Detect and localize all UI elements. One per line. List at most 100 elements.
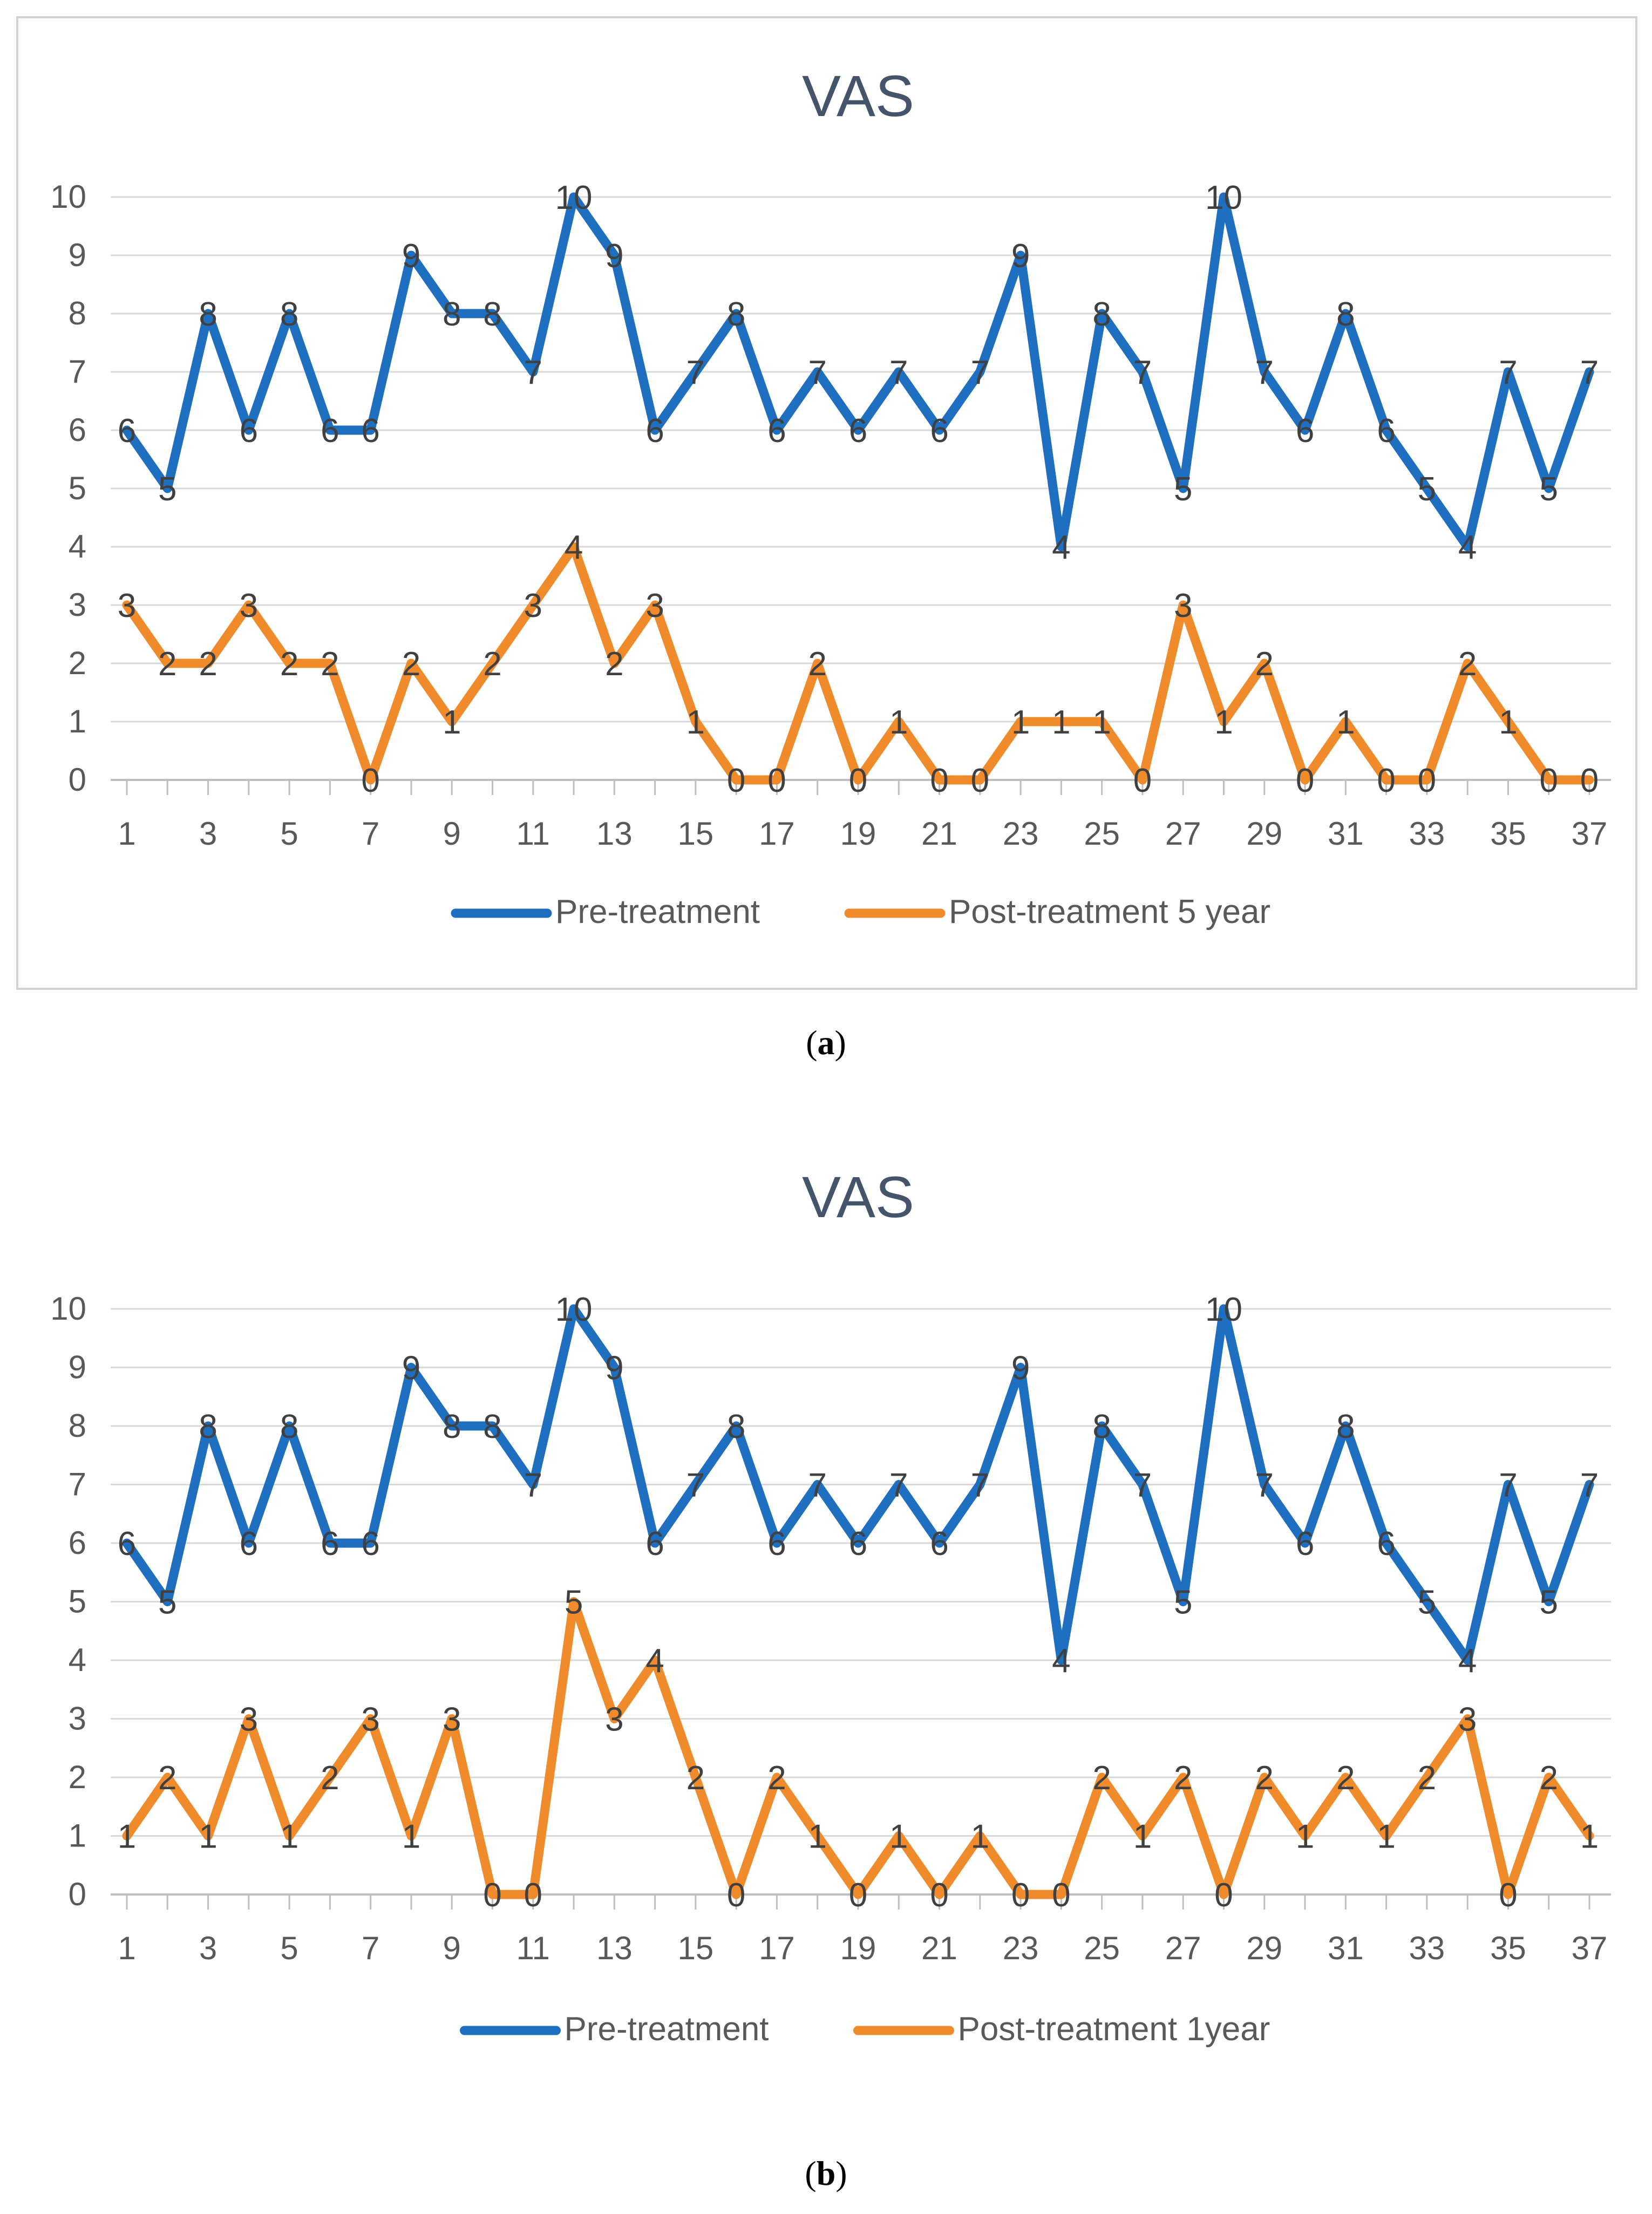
data-label: 1 [686, 704, 705, 741]
data-label: 5 [565, 1584, 583, 1621]
data-label: 6 [240, 1525, 258, 1563]
data-label: 0 [1011, 1877, 1030, 1914]
data-label: 3 [1458, 1701, 1477, 1738]
data-label: 7 [1133, 1467, 1152, 1504]
x-tick-label: 3 [199, 1930, 217, 1966]
data-label: 7 [1255, 354, 1274, 391]
y-tick-label: 5 [69, 470, 86, 506]
series-line-post-treatment [122, 1597, 1594, 1899]
x-tick-label: 27 [1165, 816, 1201, 852]
data-label: 5 [1539, 1584, 1558, 1621]
data-label: 2 [1255, 646, 1274, 683]
data-label: 8 [727, 296, 745, 333]
data-label: 5 [1418, 471, 1436, 508]
data-label: 6 [1296, 412, 1314, 450]
data-label: 3 [240, 587, 258, 624]
data-label: 7 [686, 354, 705, 391]
chart-title: VAS [802, 1164, 914, 1230]
data-label: 6 [849, 1525, 867, 1563]
x-tick-label: 31 [1328, 816, 1364, 852]
data-label: 1 [1580, 1818, 1599, 1856]
data-label: 6 [1377, 412, 1395, 450]
data-label: 6 [930, 1525, 948, 1563]
data-label: 0 [483, 1877, 501, 1914]
data-label: 0 [727, 762, 745, 799]
data-label: 8 [443, 296, 461, 333]
data-label: 2 [402, 646, 420, 683]
x-tick-label: 3 [199, 816, 217, 852]
data-label: 8 [280, 296, 298, 333]
data-label: 7 [971, 354, 989, 391]
data-label: 0 [524, 1877, 542, 1914]
data-label: 4 [565, 529, 583, 566]
data-label: 6 [645, 1525, 664, 1563]
data-label: 2 [1255, 1760, 1274, 1797]
x-tick-label: 19 [840, 1930, 876, 1966]
data-label: 7 [971, 1467, 989, 1504]
data-label: 8 [1336, 1408, 1355, 1445]
data-label: 7 [1255, 1467, 1274, 1504]
data-label: 1 [808, 1818, 826, 1856]
y-tick-label: 9 [69, 237, 86, 273]
x-tick-label: 5 [280, 816, 298, 852]
x-tick-label: 17 [759, 816, 795, 852]
data-label: 1 [280, 1818, 298, 1856]
data-label: 4 [1052, 529, 1070, 566]
data-label: 0 [727, 1877, 745, 1914]
data-label: 0 [849, 762, 867, 799]
data-label: 8 [1336, 296, 1355, 333]
data-label: 0 [930, 762, 948, 799]
legend-label-pre-treatment: Pre-treatment [555, 893, 760, 931]
y-tick-label: 2 [69, 645, 86, 681]
x-tick-label: 11 [516, 1930, 550, 1966]
data-label: 6 [321, 412, 339, 450]
data-label: 9 [1011, 1350, 1030, 1387]
data-label: 9 [402, 1350, 420, 1387]
data-label: 4 [1458, 529, 1477, 566]
data-label: 3 [240, 1701, 258, 1738]
y-tick-label: 3 [69, 587, 86, 623]
data-label: 8 [727, 1408, 745, 1445]
data-label: 5 [158, 471, 176, 508]
series-line-pre-treatment [122, 1304, 1594, 1665]
data-label: 8 [199, 296, 217, 333]
data-label: 4 [645, 1642, 664, 1680]
data-label: 2 [321, 1760, 339, 1797]
x-tick-label: 29 [1246, 1930, 1282, 1966]
data-label: 6 [361, 1525, 379, 1563]
data-label: 8 [443, 1408, 461, 1445]
data-label: 9 [605, 237, 623, 275]
data-label: 4 [1458, 1642, 1477, 1680]
data-label: 1 [1296, 1818, 1314, 1856]
data-label: 0 [1214, 1877, 1233, 1914]
data-label: 1 [443, 704, 461, 741]
chart-panel-b: VAS 0 1 2 3 4 5 6 7 8 9 10 1 3 5 7 9 11 13 15 17 19 21 23 25 27 29… [0, 1106, 1652, 2214]
x-tick-label: 25 [1084, 1930, 1120, 1966]
x-tick-label: 25 [1084, 816, 1120, 852]
x-tick-label: 9 [443, 1930, 461, 1966]
data-label: 1 [1499, 704, 1517, 741]
data-label: 7 [889, 1467, 908, 1504]
data-label: 2 [1539, 1760, 1558, 1797]
data-label: 1 [889, 704, 908, 741]
data-label: 9 [402, 237, 420, 275]
y-tick-label: 4 [69, 528, 86, 565]
data-label: 6 [767, 412, 786, 450]
y-tick-label: 3 [69, 1701, 86, 1737]
data-label: 7 [889, 354, 908, 391]
data-label: 1 [199, 1818, 217, 1856]
series-line-post-treatment [122, 542, 1594, 785]
data-label: 10 [555, 1291, 593, 1328]
data-label: 1 [1377, 1818, 1395, 1856]
data-label: 6 [849, 412, 867, 450]
data-label: 9 [605, 1350, 623, 1387]
x-tick-label: 21 [921, 816, 957, 852]
series-line-pre-treatment [122, 192, 1594, 552]
data-label: 2 [1092, 1760, 1111, 1797]
data-label: 8 [280, 1408, 298, 1445]
data-label: 6 [930, 412, 948, 450]
data-label: 8 [1092, 296, 1111, 333]
data-label: 3 [361, 1701, 379, 1738]
data-label: 7 [686, 1467, 705, 1504]
y-tick-label: 10 [50, 179, 86, 215]
